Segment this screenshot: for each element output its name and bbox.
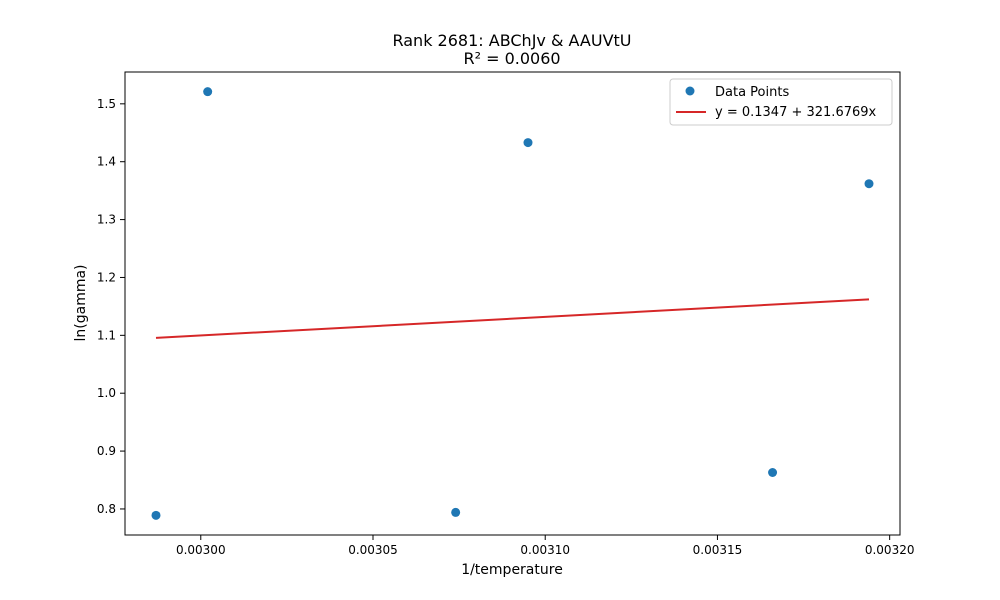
data-point [523, 138, 533, 148]
legend-box [669, 78, 893, 126]
data-point [451, 507, 461, 517]
y-tick-label: 1.3 [97, 213, 116, 227]
legend-point-marker [685, 86, 695, 96]
legend-label-fit: y = 0.1347 + 321.6769x [715, 105, 877, 120]
x-tick-label: 0.00305 [348, 543, 398, 557]
y-tick-label: 1.5 [97, 97, 116, 111]
scatter-points [151, 87, 874, 520]
chart-subtitle: R² = 0.0060 [463, 49, 560, 68]
y-tick-label: 1.0 [97, 386, 116, 400]
fit-line-layer [155, 298, 870, 339]
x-axis-ticks: 0.00300 0.00305 0.00310 0.00315 0.00320 [176, 535, 915, 557]
chart-title: Rank 2681: ABChJv & AAUVtU [392, 31, 631, 50]
y-tick-label: 1.4 [97, 155, 116, 169]
data-point [768, 467, 778, 477]
plot-area [124, 71, 901, 536]
y-axis-label: ln(gamma) [73, 264, 89, 341]
x-tick-label: 0.00310 [520, 543, 570, 557]
y-tick-label: 1.1 [97, 328, 116, 342]
x-tick-label: 0.00315 [693, 543, 743, 557]
y-tick-label: 1.2 [97, 270, 116, 284]
fit-line [155, 298, 870, 339]
data-point [203, 87, 213, 97]
x-axis-label: 1/temperature [461, 562, 563, 578]
data-point [864, 179, 874, 189]
y-tick-label: 0.9 [97, 444, 116, 458]
y-axis-ticks: 0.8 0.9 1.0 1.1 1.2 1.3 1.4 1.5 [97, 97, 125, 516]
plot-frame [124, 71, 901, 536]
y-tick-label: 0.8 [97, 502, 116, 516]
x-tick-label: 0.00300 [176, 543, 226, 557]
legend-label-points: Data Points [715, 85, 789, 100]
x-tick-label: 0.00320 [865, 543, 915, 557]
legend: Data Points y = 0.1347 + 321.6769x [669, 78, 893, 126]
data-point [151, 510, 161, 520]
